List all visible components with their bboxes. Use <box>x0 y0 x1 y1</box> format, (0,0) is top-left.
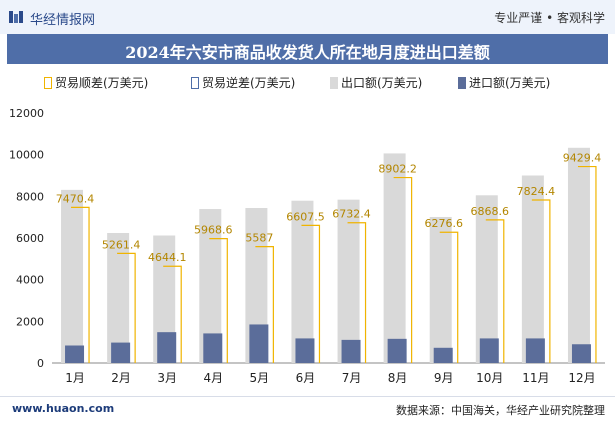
x-tick-label: 3月 <box>157 371 177 385</box>
x-tick-label: 12月 <box>568 371 595 385</box>
chart-title: 2024年六安市商品收发货人所在地月度进出口差额 <box>125 43 490 62</box>
surplus-data-label: 4644.1 <box>148 251 187 264</box>
export-bar <box>521 175 544 363</box>
surplus-data-label: 8902.2 <box>378 163 417 176</box>
x-tick-label: 2月 <box>111 371 131 385</box>
import-bar <box>203 333 223 363</box>
export-bar <box>337 199 360 363</box>
legend-label-deficit: 贸易逆差(万美元) <box>202 76 296 90</box>
import-bar <box>525 338 545 363</box>
legend-item-surplus: 贸易顺差(万美元) <box>44 74 148 91</box>
y-tick-label: 12000 <box>9 107 44 120</box>
footer-divider <box>0 396 615 397</box>
import-bar <box>249 324 269 363</box>
surplus-bar <box>117 252 136 363</box>
x-tick-label: 9月 <box>434 371 454 385</box>
surplus-bar <box>163 265 182 363</box>
legend-swatch-surplus <box>44 76 52 89</box>
surplus-bar <box>347 222 367 363</box>
chart-legend: 贸易顺差(万美元) 贸易逆差(万美元) 出口额(万美元) 进口额(万美元) <box>0 74 615 92</box>
y-tick-label: 4000 <box>16 274 44 287</box>
brand-logo-icon <box>9 11 23 23</box>
x-tick-label: 8月 <box>388 371 408 385</box>
surplus-data-label: 6276.6 <box>424 217 463 230</box>
x-tick-label: 5月 <box>250 371 270 385</box>
surplus-data-label: 7470.4 <box>56 192 95 205</box>
import-bar <box>295 338 315 363</box>
x-tick-label: 4月 <box>203 371 223 385</box>
surplus-data-label: 7824.4 <box>517 185 556 198</box>
y-tick-label: 2000 <box>16 315 44 328</box>
export-bar <box>383 153 406 363</box>
import-bar <box>111 342 131 363</box>
footer-source: 数据来源：中国海关，华经产业研究院整理 <box>396 404 605 417</box>
x-tick-label: 6月 <box>296 371 316 385</box>
export-bar <box>567 147 590 363</box>
export-bar <box>61 189 84 363</box>
import-bar <box>433 347 453 363</box>
surplus-data-label: 5587 <box>245 232 273 245</box>
surplus-bar <box>531 199 551 363</box>
y-tick-label: 10000 <box>9 149 44 162</box>
legend-label-surplus: 贸易顺差(万美元) <box>55 76 149 90</box>
export-bar <box>429 216 452 363</box>
x-tick-label: 10月 <box>476 371 503 385</box>
legend-label-import: 进口额(万美元) <box>469 76 551 90</box>
surplus-data-label: 6868.6 <box>471 205 510 218</box>
x-tick-label: 1月 <box>65 371 85 385</box>
import-bar <box>479 338 499 363</box>
surplus-bar <box>209 238 228 363</box>
surplus-bar <box>255 246 274 363</box>
export-bar <box>153 235 176 363</box>
top-banner: 华经情报网 专业严谨 • 客观科学 <box>0 0 615 34</box>
import-bar <box>65 345 85 363</box>
surplus-bar <box>439 231 459 363</box>
legend-swatch-import <box>458 76 466 89</box>
legend-item-deficit: 贸易逆差(万美元) <box>191 74 295 91</box>
import-bar <box>341 339 361 363</box>
legend-swatch-deficit <box>191 76 199 89</box>
legend-item-import: 进口额(万美元) <box>458 74 550 91</box>
surplus-bar <box>393 176 413 363</box>
surplus-bar <box>301 224 321 363</box>
legend-swatch-export <box>330 76 338 89</box>
x-tick-label: 11月 <box>522 371 549 385</box>
export-bar <box>199 209 222 363</box>
tagline: 专业严谨 • 客观科学 <box>494 11 605 25</box>
surplus-data-label: 9429.4 <box>563 152 602 165</box>
brand-name: 华经情报网 <box>30 13 96 28</box>
export-bar <box>291 200 314 363</box>
surplus-data-label: 6732.4 <box>332 208 371 221</box>
surplus-bar <box>577 165 597 363</box>
import-bar <box>571 344 591 363</box>
y-tick-label: 0 <box>37 357 44 370</box>
legend-label-export: 出口额(万美元) <box>341 76 423 90</box>
surplus-bar <box>71 206 90 363</box>
export-bar <box>475 195 498 363</box>
export-bar <box>107 233 130 363</box>
import-bar <box>387 338 407 363</box>
title-bar: 2024年六安市商品收发货人所在地月度进出口差额 <box>7 34 608 64</box>
footer-website: www.huaon.com <box>12 402 115 415</box>
surplus-bar <box>485 219 505 363</box>
y-tick-label: 6000 <box>16 232 44 245</box>
x-tick-label: 7月 <box>342 371 362 385</box>
legend-item-export: 出口额(万美元) <box>330 74 422 91</box>
import-bar <box>157 332 177 363</box>
surplus-data-label: 6607.5 <box>286 210 325 223</box>
surplus-data-label: 5968.6 <box>194 224 233 237</box>
surplus-data-label: 5261.4 <box>102 238 141 251</box>
y-tick-label: 8000 <box>16 190 44 203</box>
